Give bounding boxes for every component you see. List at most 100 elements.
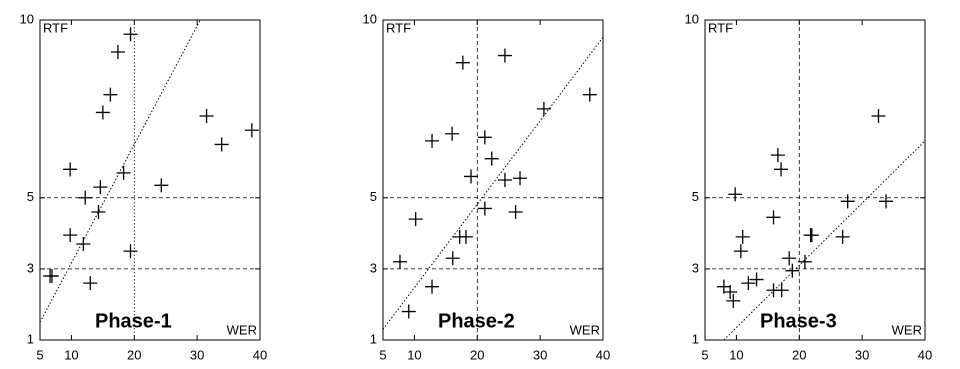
- x-tick-label: 40: [918, 347, 932, 362]
- y-tick-label: 5: [370, 189, 377, 204]
- y-tick-label: 3: [692, 260, 699, 275]
- y-axis-label: RTF: [708, 20, 733, 35]
- x-tick-label: 10: [64, 347, 78, 362]
- point: [154, 178, 169, 193]
- plot-frame: [39, 19, 261, 341]
- x-axis-label: WER: [892, 322, 922, 337]
- y-tick-label: 1: [692, 331, 699, 346]
- y-axis-label: RTF: [386, 20, 411, 35]
- diagonal-line: [383, 36, 603, 330]
- point: [110, 45, 125, 59]
- point: [770, 148, 785, 163]
- point: [76, 237, 91, 251]
- x-tick-label: 30: [190, 347, 204, 362]
- point: [728, 187, 743, 202]
- point: [458, 229, 473, 244]
- point: [445, 126, 460, 141]
- plot-frame: [704, 19, 926, 341]
- point: [785, 263, 800, 278]
- point: [91, 205, 106, 219]
- x-tick-label: 5: [379, 347, 386, 362]
- x-tick-label: 40: [253, 347, 267, 362]
- panel: 1 3 5 10 5 10 20 30 40 RTF WER Phase-1: [20, 11, 268, 362]
- x-tick-label: 40: [596, 347, 610, 362]
- point: [733, 244, 748, 259]
- x-axis-label: WER: [227, 322, 257, 337]
- point: [83, 276, 98, 291]
- y-tick-label: 10: [363, 11, 377, 26]
- diagonal-line: [723, 140, 925, 340]
- point: [44, 269, 59, 283]
- diagonal-line: [40, 20, 201, 323]
- point: [63, 162, 78, 177]
- y-tick-label: 5: [27, 189, 34, 204]
- point: [782, 251, 797, 266]
- x-tick-label: 30: [533, 347, 547, 362]
- point: [835, 229, 850, 244]
- y-tick-label: 3: [370, 260, 377, 275]
- point: [401, 304, 416, 319]
- point: [726, 293, 741, 308]
- x-axis-label: WER: [570, 322, 600, 337]
- y-tick-label: 5: [692, 189, 699, 204]
- panel: 1 3 5 10 5 10 20 30 40 RTF WER Phase-2: [363, 11, 611, 362]
- x-tick-label: 5: [36, 347, 43, 362]
- x-tick-label: 20: [127, 347, 141, 362]
- point: [199, 109, 214, 123]
- x-tick-label: 30: [855, 347, 869, 362]
- panel-annotation: Phase-2: [438, 310, 515, 332]
- point: [749, 272, 764, 287]
- point: [774, 283, 789, 298]
- point: [123, 244, 138, 259]
- point: [78, 190, 93, 205]
- point: [497, 48, 512, 63]
- point: [871, 109, 886, 123]
- point: [582, 87, 597, 102]
- point: [103, 87, 118, 102]
- plot-frame: [382, 19, 604, 341]
- y-tick-label: 1: [27, 331, 34, 346]
- y-tick-label: 10: [20, 11, 34, 26]
- point: [408, 212, 423, 227]
- point: [445, 251, 460, 266]
- point: [464, 169, 478, 184]
- x-tick-label: 20: [470, 347, 484, 362]
- x-tick-label: 20: [792, 347, 806, 362]
- point: [513, 171, 528, 186]
- point: [214, 137, 229, 152]
- point: [484, 151, 499, 166]
- point: [93, 180, 108, 195]
- point: [95, 105, 110, 120]
- x-tick-label: 10: [729, 347, 743, 362]
- point: [455, 55, 470, 70]
- point: [840, 194, 855, 209]
- point: [766, 210, 781, 225]
- point: [723, 285, 738, 299]
- point: [123, 27, 138, 42]
- point: [477, 201, 492, 216]
- y-tick-label: 3: [27, 260, 34, 275]
- y-tick-label: 1: [370, 331, 377, 346]
- point: [508, 205, 523, 219]
- point: [741, 276, 756, 291]
- point: [116, 165, 131, 180]
- point: [716, 279, 731, 294]
- panel-annotation: Phase-3: [760, 310, 837, 332]
- point: [425, 279, 440, 294]
- point: [804, 228, 819, 243]
- point: [536, 101, 551, 116]
- point: [63, 228, 78, 243]
- y-axis-label: RTF: [43, 20, 68, 35]
- point: [477, 130, 492, 145]
- point: [244, 123, 259, 138]
- point: [774, 162, 789, 177]
- x-tick-label: 10: [407, 347, 421, 362]
- point: [797, 254, 812, 269]
- x-tick-label: 5: [701, 347, 708, 362]
- point: [425, 133, 440, 148]
- point: [392, 254, 407, 269]
- point: [879, 194, 894, 209]
- panel-annotation: Phase-1: [95, 310, 172, 332]
- point: [497, 173, 512, 187]
